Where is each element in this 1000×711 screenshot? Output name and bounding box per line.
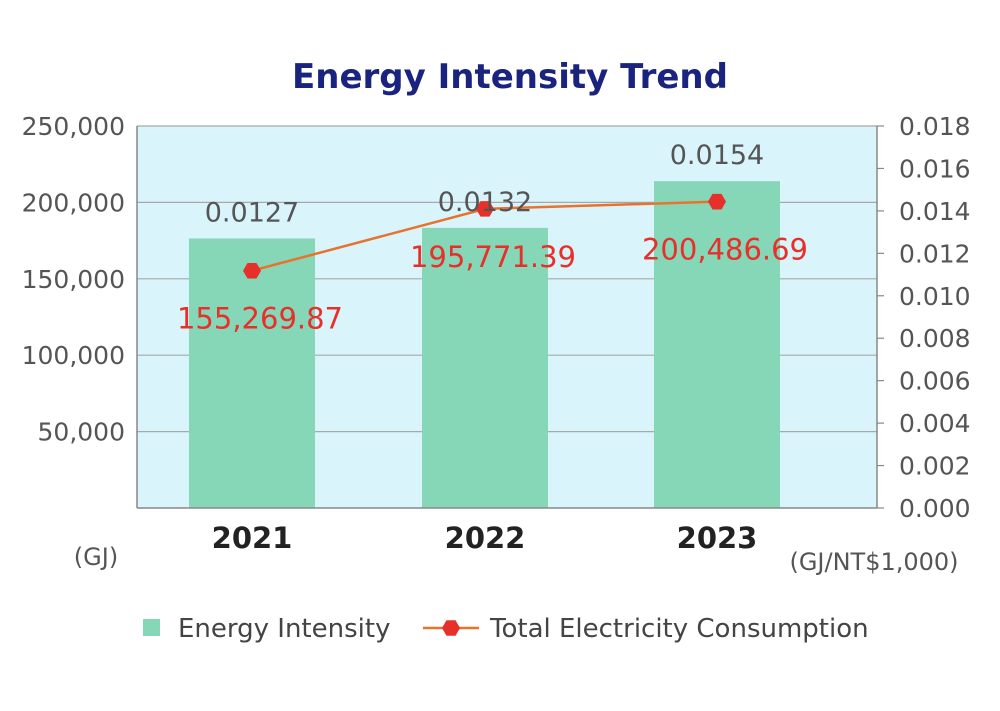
left-axis-unit: (GJ) [74, 543, 118, 571]
right-tick-label: 0.004 [899, 409, 971, 438]
right-tick-label: 0.012 [899, 239, 971, 268]
bar-series [189, 181, 780, 508]
chart-title: Energy Intensity Trend [292, 57, 728, 97]
legend: Energy Intensity Total Electricity Consum… [143, 614, 869, 644]
left-tick-label: 250,000 [22, 112, 125, 141]
right-tick-label: 0.006 [899, 367, 971, 396]
axes: 50,000 100,000 150,000 200,000 250,000 0.000 0… [22, 112, 971, 555]
line-value-label: 200,486.69 [642, 233, 808, 267]
bar [422, 227, 548, 508]
x-tick-label: 2021 [212, 521, 293, 555]
right-axis-unit: (GJ/NT$1,000) [789, 548, 958, 576]
left-tick-label: 50,000 [38, 418, 125, 447]
bar [654, 181, 780, 508]
legend-swatch-bar [143, 619, 160, 636]
bar [189, 238, 315, 508]
right-tick-label: 0.000 [899, 494, 971, 523]
data-labels: 0.0127 0.0132 0.0154 155,269.87 195,771.39 20… [177, 140, 808, 336]
line-value-label: 155,269.87 [177, 302, 343, 336]
line-point [243, 262, 261, 279]
line-point [708, 193, 726, 210]
bar-value-label: 0.0154 [670, 140, 764, 171]
right-tick-label: 0.016 [899, 154, 971, 183]
right-tick-label: 0.002 [899, 452, 971, 481]
left-tick-label: 100,000 [22, 341, 125, 370]
bar-value-label: 0.0132 [438, 187, 532, 218]
right-tick-label: 0.010 [899, 282, 971, 311]
left-tick-label: 150,000 [22, 265, 125, 294]
bar-value-label: 0.0127 [205, 197, 299, 228]
right-tick-label: 0.008 [899, 324, 971, 353]
legend-label-line: Total Electricity Consumption [489, 614, 869, 644]
x-tick-label: 2022 [445, 521, 526, 555]
line-point [476, 201, 494, 217]
right-tick-label: 0.014 [899, 197, 971, 226]
legend-marker-line [442, 620, 460, 636]
left-tick-label: 200,000 [22, 188, 125, 217]
line-series [243, 193, 726, 279]
line-value-label: 195,771.39 [410, 240, 576, 274]
legend-label-bar: Energy Intensity [178, 614, 390, 644]
right-tick-label: 0.018 [899, 112, 971, 141]
x-tick-label: 2023 [677, 521, 758, 555]
